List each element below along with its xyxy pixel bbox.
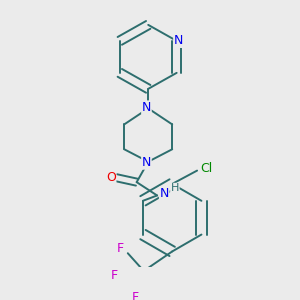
Text: O: O [106,171,116,184]
Text: N: N [160,187,169,200]
Text: N: N [174,34,183,47]
Text: N: N [142,101,151,114]
Text: F: F [131,291,139,300]
Text: F: F [111,269,118,282]
Text: H: H [171,183,179,194]
Text: F: F [117,242,124,255]
Text: N: N [142,156,151,169]
Text: Cl: Cl [200,162,212,175]
